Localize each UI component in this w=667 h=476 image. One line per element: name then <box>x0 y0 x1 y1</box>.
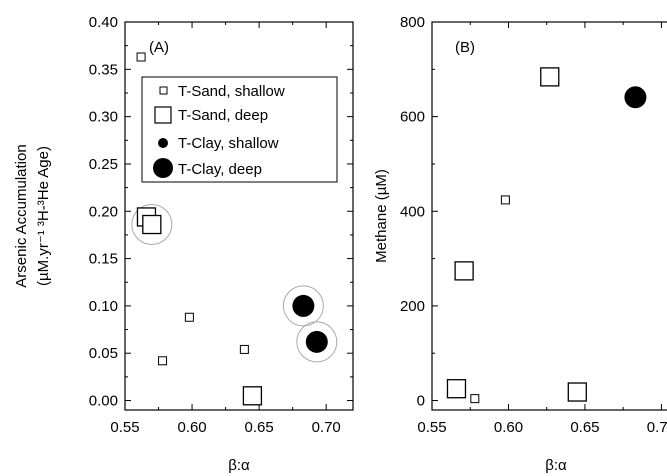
panel-b-y-tick-label: 400 <box>400 203 425 220</box>
panel-b-point-t-sand-deep <box>567 382 587 402</box>
panel-a-y-tick-label: 0.15 <box>89 251 118 268</box>
panel-a-y-tick-label: 0.35 <box>89 61 118 78</box>
panel-a-highlight-ring <box>282 285 324 327</box>
panel-b-x-axis-label: β:α <box>545 457 567 474</box>
panel-a-y-tick-label: 0.30 <box>89 109 118 126</box>
panel-a-y-axis-label-line1: Arsenic Accumulation <box>13 144 30 287</box>
panel-a-y-tick-label: 0.20 <box>89 203 118 220</box>
panel-a-marks <box>131 52 338 406</box>
panel-a-label: (A) <box>149 39 169 56</box>
legend-marker-tsand-shallow <box>159 86 168 95</box>
panel-a-y-tick-label: 0.25 <box>89 156 118 173</box>
panel-b-point-t-sand-shallow <box>500 195 510 205</box>
panel-b-marks <box>446 67 647 404</box>
panel-a-x-axis-label: β:α <box>228 457 250 474</box>
panel-a-y-tick-label: 0.05 <box>89 345 118 362</box>
panel-b-x-tick-label: 0.70 <box>647 419 667 436</box>
panel-a-ticks: 0.55 0.60 0.65 0.70 0.00 0.05 0.10 0.15 0.20 0.25… <box>89 14 353 436</box>
panel-a-y-tick-label: 0.40 <box>89 14 118 31</box>
panel-b-frame <box>431 21 667 411</box>
panel-a-x-tick-label: 0.65 <box>245 419 274 436</box>
panel-a-highlight-ring <box>296 321 338 363</box>
panel-b-y-axis-label: Methane (µM) <box>373 169 390 263</box>
legend-label-tclay-shallow: T-Clay, shallow <box>178 135 279 152</box>
panel-b: 0.55 0.60 0.65 0.70 0 200 400 600 800 (B) β:α Me… <box>373 14 667 474</box>
legend: T-Sand, shallow T-Sand, deep T-Clay, sha… <box>141 76 338 183</box>
panel-b-x-tick-label: 0.55 <box>417 419 446 436</box>
panel-a-x-tick-label: 0.70 <box>312 419 341 436</box>
panel-a-point-t-sand-shallow <box>158 356 168 366</box>
legend-marker-tsand-deep <box>154 106 172 124</box>
legend-label-tclay-deep: T-Clay, deep <box>178 161 262 178</box>
panel-b-point-t-sand-deep <box>540 67 560 87</box>
panel-a-point-t-clay-deep <box>305 330 328 353</box>
panel-b-x-tick-label: 0.60 <box>494 419 523 436</box>
panel-a-point-t-sand-shallow <box>184 312 194 322</box>
panel-b-point-t-sand-deep <box>454 261 474 281</box>
panel-b-label: (B) <box>455 39 475 56</box>
panel-a-point-t-clay-deep <box>292 294 315 317</box>
panel-a: 0.55 0.60 0.65 0.70 0.00 0.05 0.10 0.15 0.20 0.25… <box>13 14 354 474</box>
panel-a-point-t-sand-shallow <box>136 52 146 62</box>
panel-a-y-axis-label-line2: (µM.yr⁻¹ ³H-³He Age) <box>35 146 52 286</box>
panel-a-highlight-ring <box>131 204 173 246</box>
panel-b-y-tick-label: 600 <box>400 109 425 126</box>
panel-a-point-t-sand-deep <box>142 214 162 235</box>
legend-marker-tclay-deep <box>153 158 173 178</box>
legend-box <box>141 76 338 183</box>
legend-label-tsand-shallow: T-Sand, shallow <box>178 83 285 100</box>
panel-a-x-tick-label: 0.60 <box>177 419 206 436</box>
panel-b-point-t-clay-deep <box>624 86 647 109</box>
panel-b-point-t-sand-shallow <box>470 394 480 404</box>
legend-label-tsand-deep: T-Sand, deep <box>178 107 268 124</box>
panel-b-y-tick-label: 0 <box>417 393 425 410</box>
panel-b-x-tick-label: 0.65 <box>570 419 599 436</box>
panel-a-frame <box>124 21 354 411</box>
panel-a-point-t-sand-deep <box>242 386 263 406</box>
panel-a-y-tick-label: 0.00 <box>89 393 118 410</box>
legend-marker-tclay-shallow <box>158 138 168 148</box>
panel-b-point-t-sand-deep <box>446 379 467 399</box>
panel-b-ticks: 0.55 0.60 0.65 0.70 0 200 400 600 800 <box>400 14 667 436</box>
panel-b-y-tick-label: 800 <box>400 14 425 31</box>
panel-a-point-t-sand-shallow <box>239 344 249 354</box>
panel-a-y-tick-label: 0.10 <box>89 298 118 315</box>
panel-a-x-tick-label: 0.55 <box>110 419 139 436</box>
panel-b-y-tick-label: 200 <box>400 298 425 315</box>
